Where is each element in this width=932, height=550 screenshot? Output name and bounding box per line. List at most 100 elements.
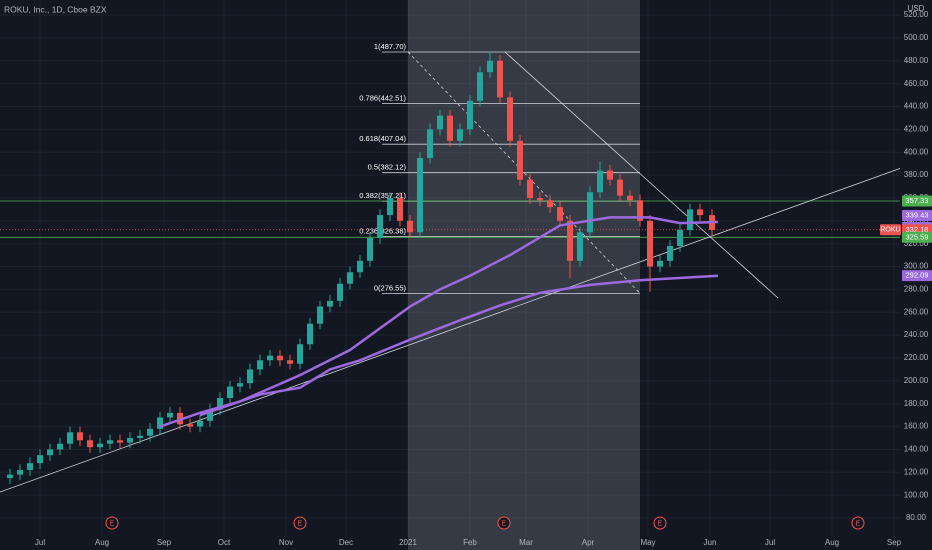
candle-body [27, 463, 33, 471]
candle-body [437, 115, 443, 130]
y-tick-label: 520.00 [904, 10, 929, 19]
candle-body [287, 360, 293, 364]
candle-body [527, 179, 533, 198]
candle-body [417, 157, 423, 233]
y-tick-label: 160.00 [904, 422, 929, 431]
price-tag [902, 270, 932, 282]
candle-body [497, 60, 503, 98]
currency: USD [908, 4, 925, 13]
x-tick-label: Aug [825, 538, 839, 547]
candle-body [477, 72, 483, 101]
x-tick-label: Jul [765, 538, 775, 547]
y-tick-label: 500.00 [904, 33, 929, 42]
candle-body [537, 197, 543, 201]
moving-average [199, 274, 719, 417]
y-tick-label: 280.00 [904, 285, 929, 294]
candle-body [157, 417, 163, 429]
x-tick-label: Oct [218, 538, 231, 547]
candle-body [547, 200, 553, 208]
candle-body [517, 140, 523, 180]
y-tick-label: 140.00 [904, 445, 929, 454]
candle-body [167, 412, 173, 418]
candle-body [297, 344, 303, 364]
candle-body [677, 229, 683, 246]
candle-body [557, 207, 563, 221]
candle-body [427, 129, 433, 158]
earnings-label: E [298, 520, 303, 527]
symbol-tag-label: ROKU [880, 227, 900, 234]
candle-body [357, 260, 363, 273]
candle-body [387, 197, 393, 216]
x-tick-label: 2021 [399, 538, 417, 547]
candle-body [47, 449, 53, 456]
candle-body [367, 237, 373, 261]
y-tick-label: 400.00 [904, 147, 929, 156]
candle-body [637, 200, 643, 221]
fib-label: 0.618(407.04) [359, 134, 406, 143]
candle-body [407, 220, 413, 233]
candle-body [507, 97, 513, 141]
x-tick-label: Nov [279, 538, 293, 547]
chart-title: ROKU, Inc., 1D, Cboe BZX [4, 4, 107, 14]
trendline [504, 51, 779, 299]
candle-body [207, 409, 213, 421]
candle-body [607, 170, 613, 180]
y-tick-label: 320.00 [904, 239, 929, 248]
candle-body [327, 300, 333, 307]
candle-body [337, 283, 343, 301]
y-tick-label: 80.00 [906, 513, 927, 522]
fib-shade [408, 0, 640, 550]
x-tick-label: Sep [157, 538, 172, 547]
candle-body [377, 215, 383, 238]
x-tick-label: Sep [887, 538, 902, 547]
x-tick-label: Jul [35, 538, 45, 547]
y-tick-label: 380.00 [904, 170, 929, 179]
price-tag [902, 195, 932, 207]
candle-body [487, 60, 493, 73]
candle-body [667, 245, 673, 261]
candle-body [97, 443, 103, 448]
fib-label: 0.382(357.21) [359, 191, 406, 200]
candle-body [107, 440, 113, 444]
candle-body [277, 355, 283, 361]
candle-body [77, 432, 83, 441]
candle-body [7, 474, 13, 479]
candle-body [67, 432, 73, 444]
candle-body [117, 440, 123, 443]
fib-label: 0.5(382.12) [368, 163, 407, 172]
candle-body [317, 306, 323, 324]
price-tag-label: 339.43 [906, 210, 929, 219]
candle-body [237, 383, 243, 387]
x-tick-label: Feb [463, 538, 477, 547]
candle-body [447, 115, 453, 141]
x-tick-label: Aug [95, 538, 109, 547]
candle-body [267, 355, 273, 361]
candle-body [597, 170, 603, 193]
candle-body [647, 220, 653, 267]
candle-body [587, 192, 593, 233]
candle-body [457, 129, 463, 141]
y-tick-label: 180.00 [904, 399, 929, 408]
candle-body [257, 360, 263, 370]
y-tick-label: 300.00 [904, 262, 929, 271]
earnings-marker [105, 516, 119, 530]
candle-body [567, 220, 573, 261]
price-tag-label: 357.33 [906, 196, 929, 205]
candle-body [57, 443, 63, 450]
y-tick-label: 240.00 [904, 330, 929, 339]
earnings-marker [851, 516, 865, 530]
earnings-label: E [856, 520, 861, 527]
candle-body [627, 195, 633, 201]
candle-body [307, 323, 313, 345]
candle-body [17, 470, 23, 475]
fib-label: 0(276.55) [374, 283, 407, 292]
price-tag-label: 332.18 [906, 225, 929, 234]
candle-body [227, 386, 233, 399]
earnings-label: E [658, 520, 663, 527]
y-tick-label: 220.00 [904, 353, 929, 362]
y-tick-label: 480.00 [904, 56, 929, 65]
